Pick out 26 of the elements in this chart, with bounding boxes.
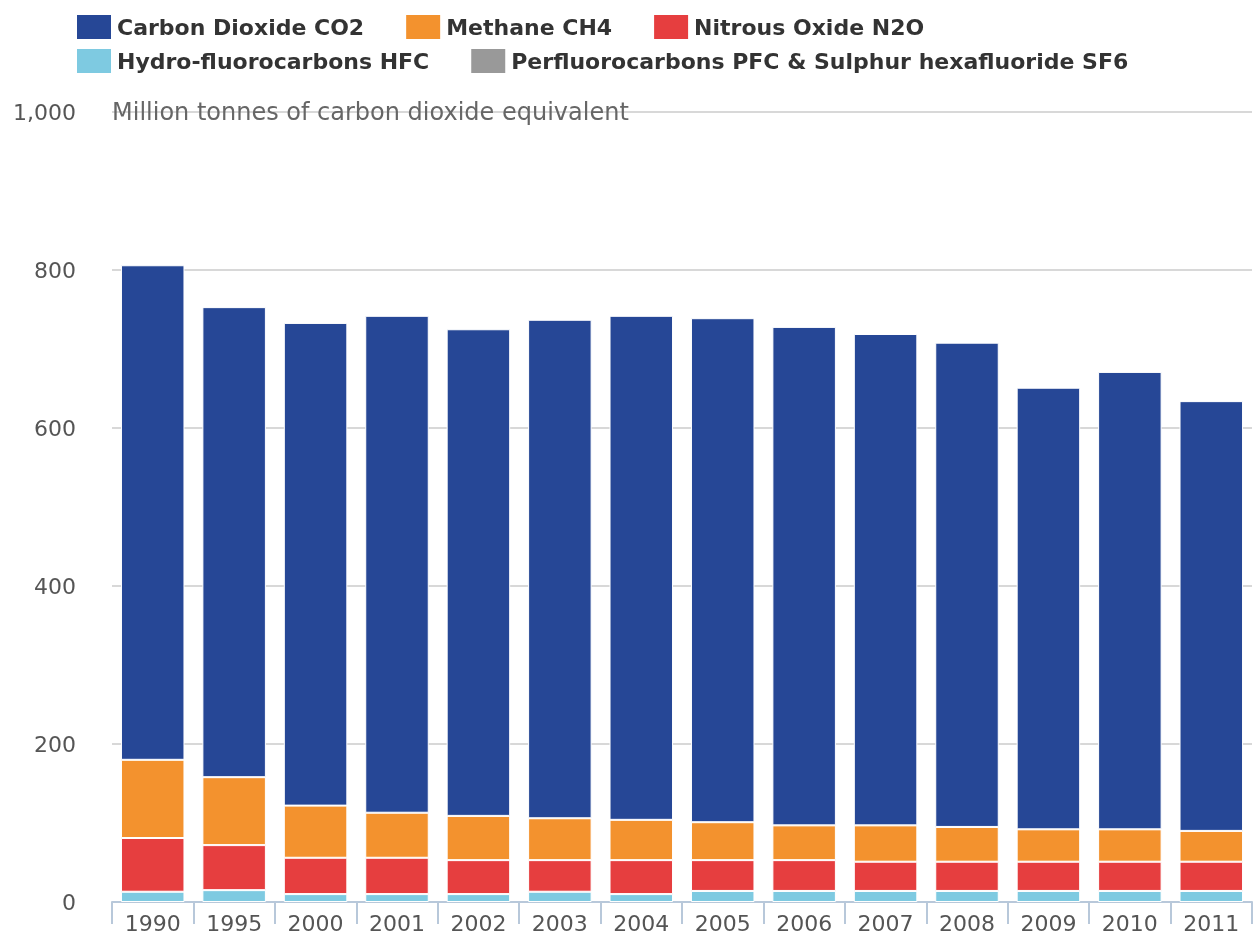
x-tick-label: 2008	[939, 910, 995, 936]
x-tick-label: 2007	[857, 910, 914, 936]
x-tick-label: 2011	[1183, 910, 1240, 936]
legend-label: Nitrous Oxide N2O	[694, 14, 925, 40]
x-tick-label: 2003	[531, 910, 588, 936]
x-tick-label: 2010	[1101, 910, 1158, 936]
x-tick-label: 2009	[1020, 910, 1077, 936]
y-tick-label: 400	[34, 573, 76, 599]
x-tick-label: 2002	[450, 910, 507, 936]
y-tick-label: 0	[62, 889, 76, 915]
x-tick-label: 2006	[776, 910, 833, 936]
legend-label: Methane CH4	[446, 14, 613, 40]
y-tick-label: 800	[34, 257, 76, 283]
y-axis-title: Million tonnes of carbon dioxide equivalent	[112, 98, 629, 126]
y-tick-label: 600	[34, 415, 76, 441]
legend-label: Perfluorocarbons PFC & Sulphur hexafluoride SF6	[511, 48, 1129, 74]
legend-label: Carbon Dioxide CO2	[117, 14, 365, 40]
x-tick-label: 1990	[124, 910, 181, 936]
x-tick-label: 2000	[287, 910, 344, 936]
x-tick-label: 2005	[694, 910, 751, 936]
y-tick-label: 1,000	[13, 99, 76, 125]
x-tick-label: 2001	[369, 910, 425, 936]
y-tick-label: 200	[34, 731, 76, 757]
x-tick-label: 1995	[206, 910, 263, 936]
legend-label: Hydro-fluorocarbons HFC	[117, 48, 430, 74]
x-tick-label: 2004	[613, 910, 670, 936]
